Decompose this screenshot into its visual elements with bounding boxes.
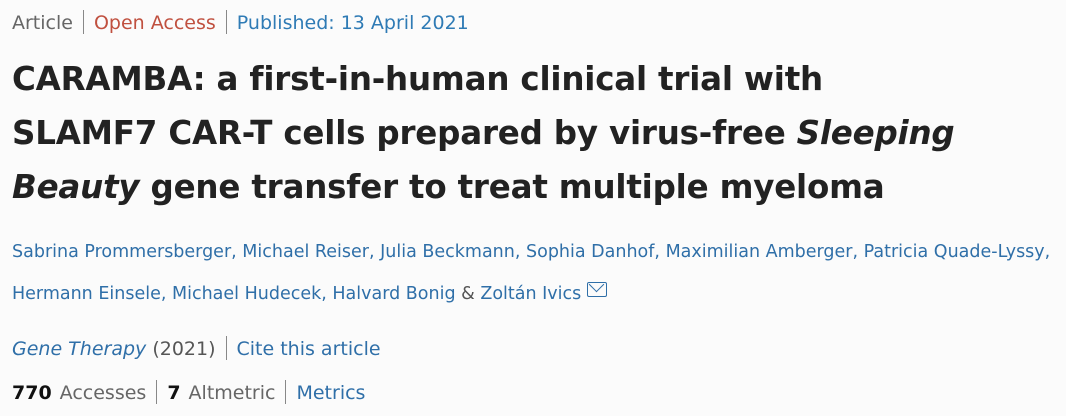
title-italic: Sleeping	[796, 114, 955, 152]
divider	[285, 380, 287, 404]
journal-info: Gene Therapy (2021) Cite this article	[12, 336, 381, 360]
divider	[225, 336, 227, 360]
author-link[interactable]: Sabrina Prommersberger	[12, 242, 232, 262]
journal-year: (2021)	[146, 338, 216, 360]
author-link[interactable]: Michael Reiser	[242, 242, 369, 262]
accesses-label: Accesses	[59, 382, 147, 404]
title-line: CARAMBA: a first-in-human clinical trial…	[12, 60, 823, 98]
title-line: gene transfer to treat multiple myeloma	[139, 168, 885, 206]
article-type: Article	[12, 12, 73, 34]
accesses-count: 770	[12, 382, 52, 404]
author-link[interactable]: Julia Beckmann	[380, 242, 515, 262]
open-access-label: Open Access	[93, 12, 216, 34]
article-meta: Article Open Access Published: 13 April 20…	[12, 10, 469, 34]
author-link[interactable]: Zoltán Ivics	[480, 284, 582, 304]
altmetric-count: 7	[167, 382, 181, 404]
journal-name[interactable]: Gene Therapy	[12, 338, 147, 360]
published-date: Published: 13 April 2021	[236, 12, 469, 34]
metrics-link[interactable]: Metrics	[296, 382, 366, 404]
cite-article-link[interactable]: Cite this article	[236, 338, 381, 360]
author-link[interactable]: Halvard Bonig	[332, 284, 456, 304]
title-italic: Beauty	[12, 168, 140, 206]
author-link[interactable]: Patricia Quade-Lyssy	[863, 242, 1045, 262]
divider	[82, 10, 84, 34]
author-link[interactable]: Hermann Einsele	[12, 284, 161, 304]
author-link[interactable]: Sophia Danhof	[526, 242, 655, 262]
divider	[156, 380, 158, 404]
title-line: SLAMF7 CAR-T cells prepared by virus-fre…	[12, 114, 797, 152]
article-title: CARAMBA: a first-in-human clinical trial…	[12, 52, 1066, 214]
author-link[interactable]: Maximilian Amberger	[665, 242, 853, 262]
divider	[225, 10, 227, 34]
article-metrics: 770 Accesses 7 Altmetric Metrics	[12, 380, 365, 404]
email-icon[interactable]	[587, 282, 608, 297]
author-link[interactable]: Michael Hudecek	[172, 284, 322, 304]
altmetric-label: Altmetric	[188, 382, 276, 404]
author-list: Sabrina Prommersberger, Michael Reiser, …	[12, 242, 1051, 304]
